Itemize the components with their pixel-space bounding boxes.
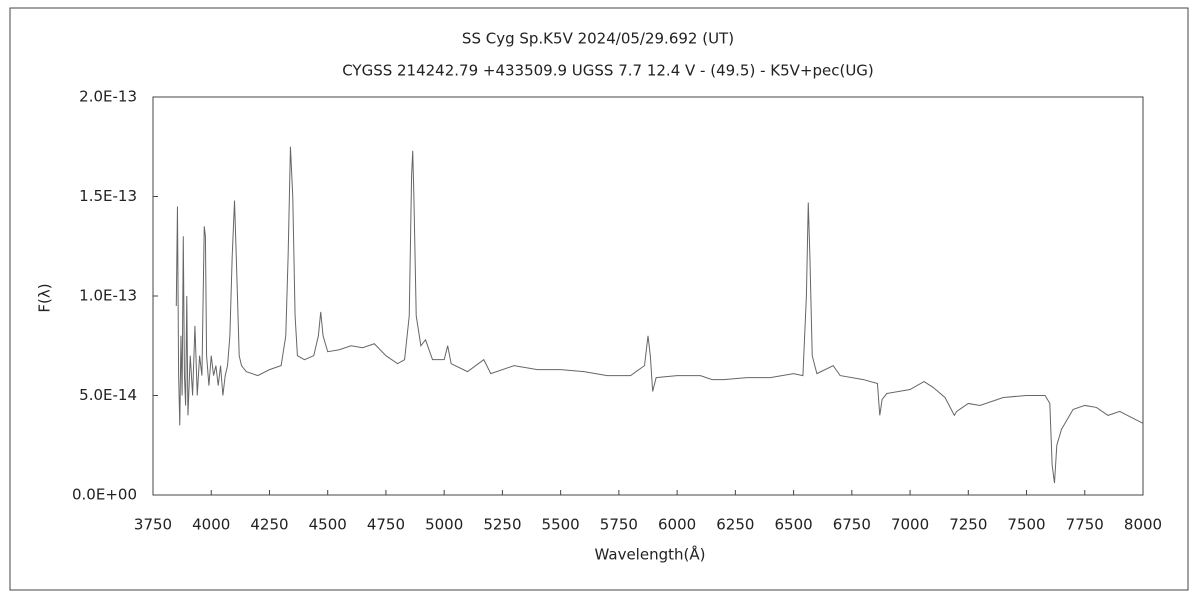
x-tick-label: 7750 [1066, 516, 1104, 534]
x-axis-label: Wavelength(Å) [595, 545, 706, 564]
x-tick-label: 4500 [309, 516, 347, 534]
chart-subtitle: CYGSS 214242.79 +433509.9 UGSS 7.7 12.4 … [342, 62, 874, 80]
spectrum-line [175, 146, 1144, 484]
x-tick-label: 6000 [658, 516, 696, 534]
x-tick-label: 7500 [1007, 516, 1045, 534]
x-tick-label: 5750 [600, 516, 638, 534]
x-tick-label: 8000 [1124, 516, 1162, 534]
y-tick-label: 0.0E+00 [72, 486, 137, 504]
chart-title: SS Cyg Sp.K5V 2024/05/29.692 (UT) [462, 30, 734, 48]
y-tick-label: 1.0E-13 [79, 287, 137, 305]
x-tick-label: 4750 [367, 516, 405, 534]
y-tick-label: 1.5E-13 [79, 187, 137, 205]
x-tick-label: 7250 [949, 516, 987, 534]
x-tick-label: 5500 [542, 516, 580, 534]
x-tick-label: 6750 [833, 516, 871, 534]
y-tick-label: 2.0E-13 [79, 88, 137, 106]
x-tick-label: 3750 [134, 516, 172, 534]
x-tick-label: 6500 [774, 516, 812, 534]
x-tick-label: 5250 [483, 516, 521, 534]
y-axis-label: F(λ) [36, 283, 54, 312]
y-tick-label: 5.0E-14 [79, 386, 137, 404]
x-tick-label: 6250 [716, 516, 754, 534]
x-tick-label: 5000 [425, 516, 463, 534]
x-tick-label: 4250 [250, 516, 288, 534]
x-tick-label: 4000 [192, 516, 230, 534]
x-tick-label: 7000 [891, 516, 929, 534]
